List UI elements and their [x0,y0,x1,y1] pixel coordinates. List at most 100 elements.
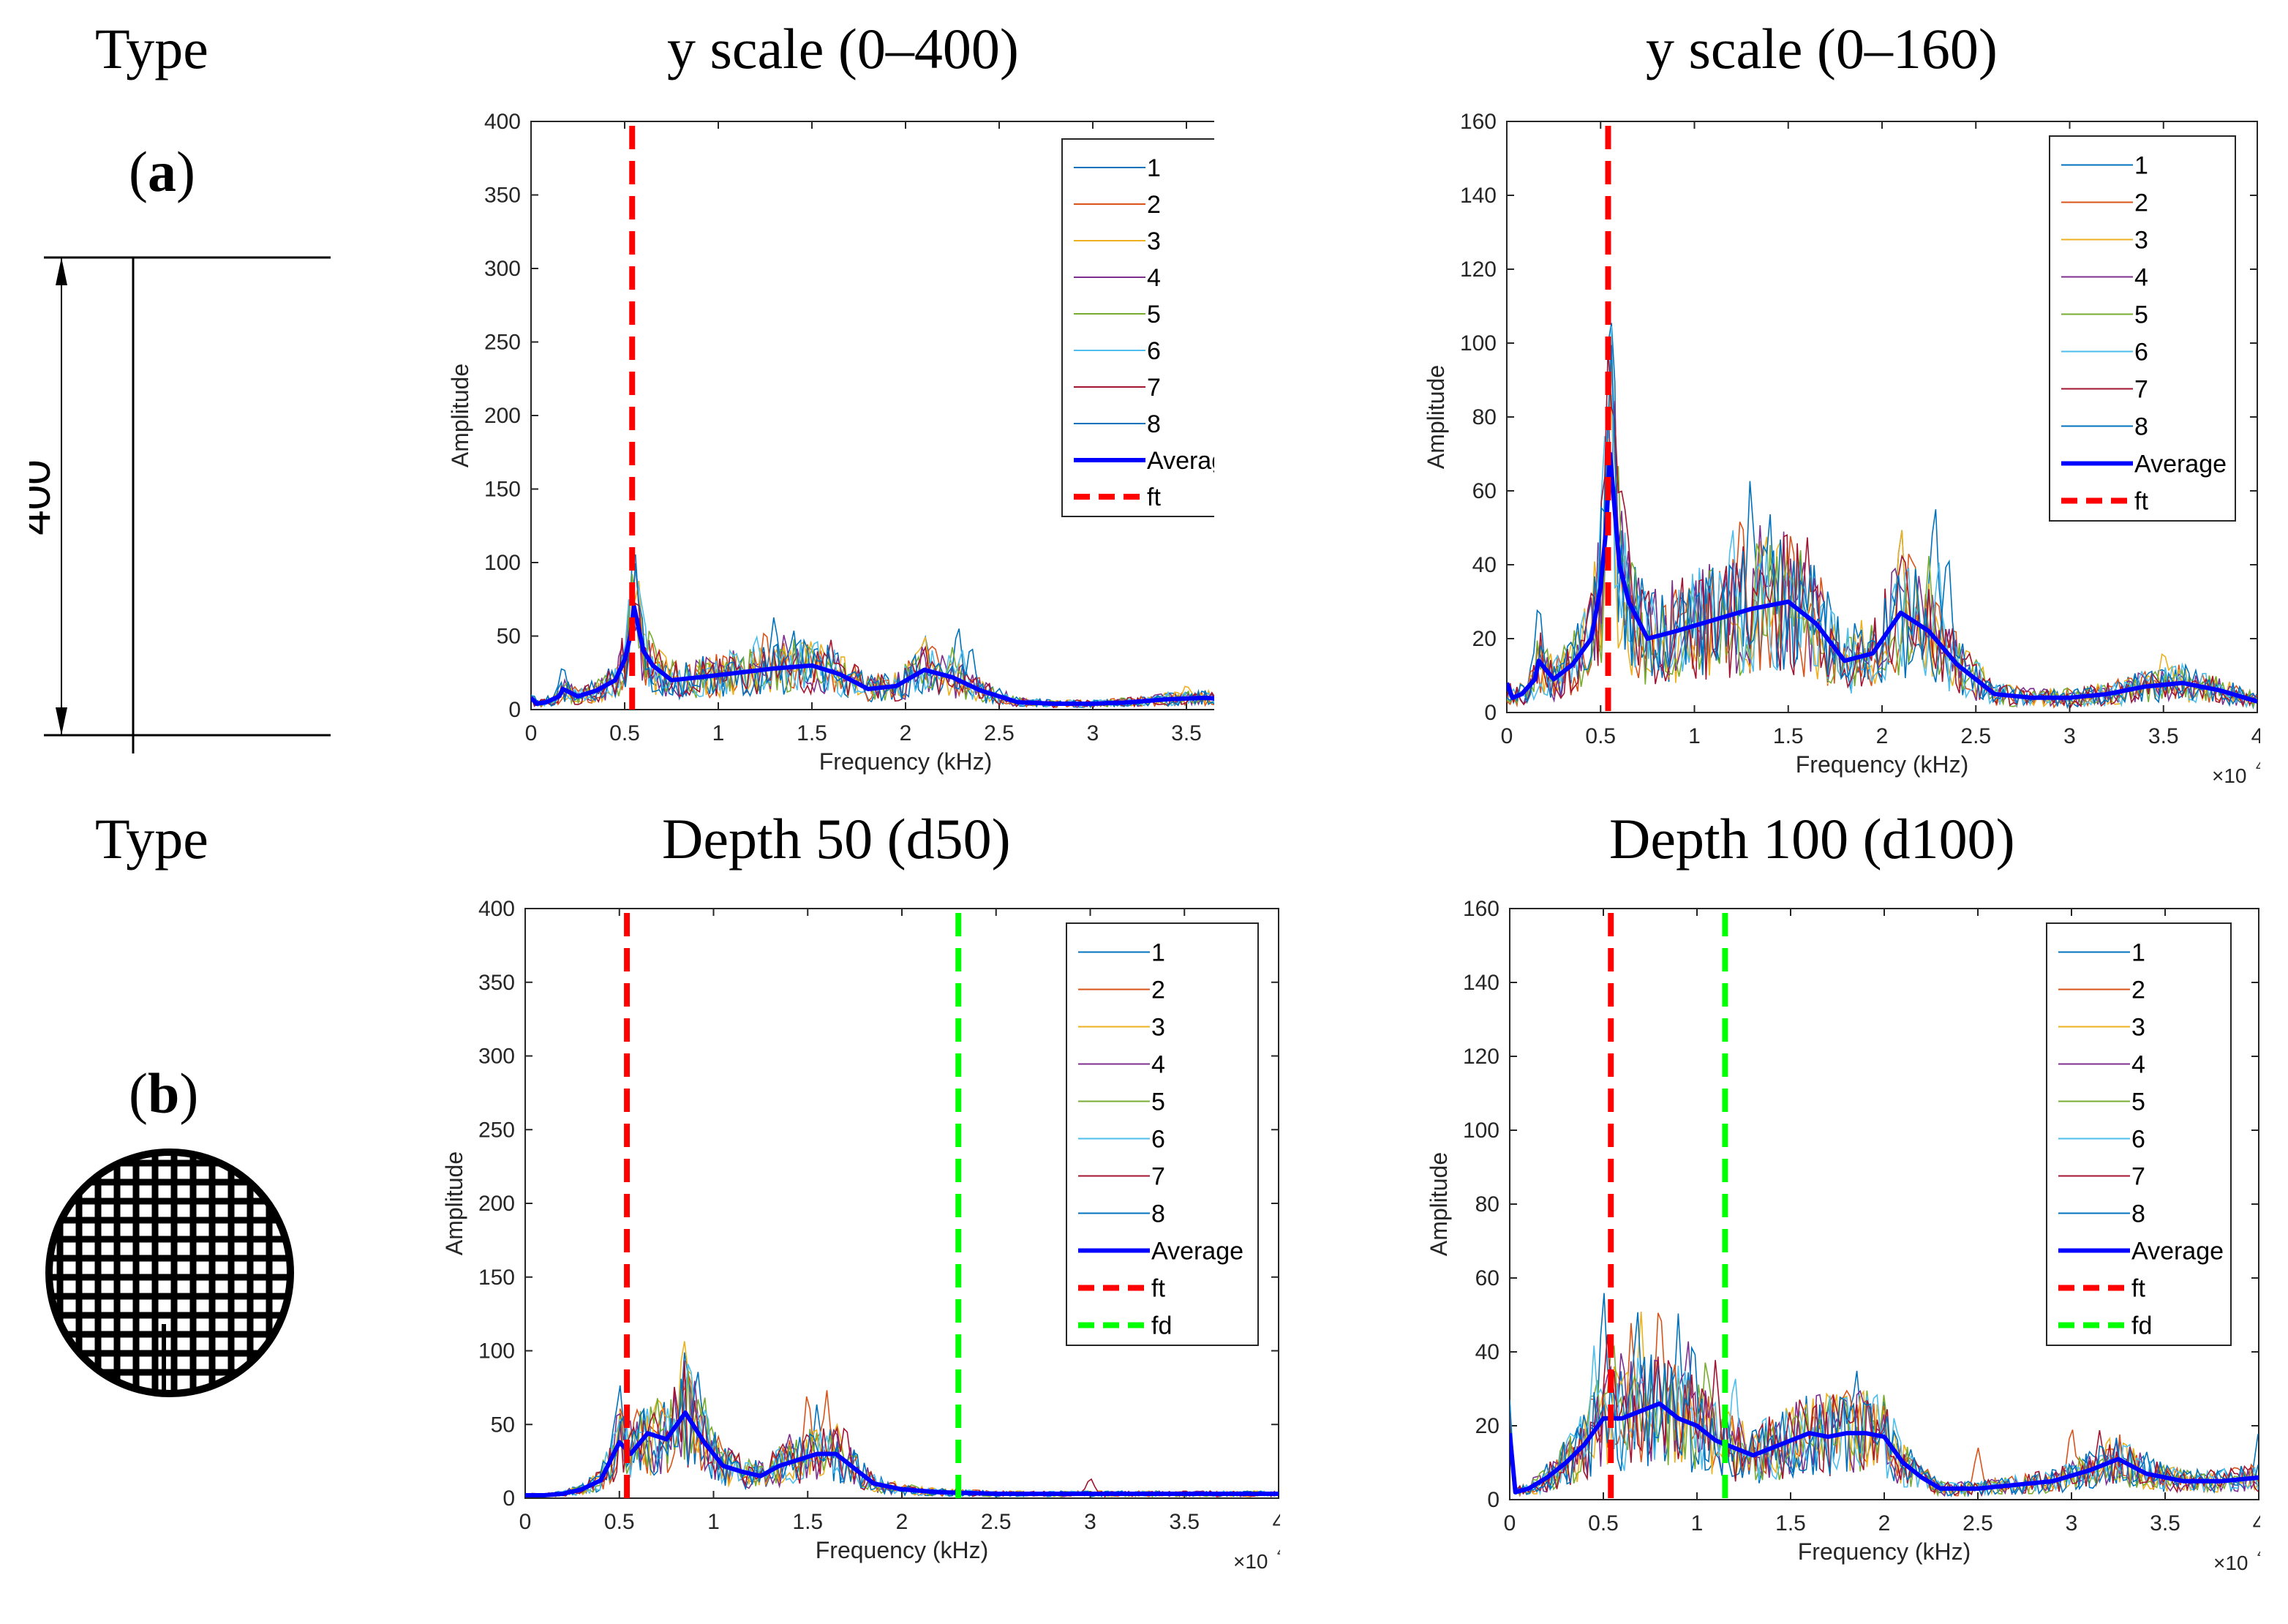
legend-label-fd: fd [1151,1312,1172,1340]
y-tick-label: 150 [484,478,521,502]
x-tick-label: 4 [1273,1510,1280,1534]
x-tick-label: 3 [1087,721,1099,745]
y-tick-label: 40 [1472,553,1497,577]
x-tick-label: 1.5 [797,721,827,745]
chart-a2-header: y scale (0–160) [1646,17,1998,80]
x-tick-label: 0 [519,1510,532,1534]
x-tick-label: 0.5 [609,721,640,745]
legend-label-1: 1 [1151,939,1165,967]
y-tick-label: 100 [1463,1119,1499,1143]
x-tick-label: 1 [712,721,725,745]
legend-label-3: 3 [2131,1014,2145,1042]
x-tick-label: 3 [2066,1511,2078,1535]
y-tick-label: 160 [1460,110,1497,134]
legend-label-5: 5 [1147,301,1161,328]
row-tag-b: (b) [129,1061,199,1125]
legend-label-ft: ft [1151,1275,1165,1303]
type-header-top: Type [95,17,208,80]
x-tick-label: 2.5 [984,721,1015,745]
x-tick-label: 3 [2063,724,2076,748]
chart-b1-header: Depth 50 (d50) [662,807,1011,871]
series-line-3 [1510,1311,2259,1496]
type-header-bottom: Type [95,807,208,871]
legend-label-4: 4 [2134,264,2148,292]
plot-series-group [525,1341,1279,1498]
y-tick-label: 200 [484,404,521,428]
legend-label-5: 5 [2131,1089,2145,1116]
legend-label-1: 1 [2131,939,2145,967]
y-tick-label: 150 [478,1266,515,1290]
y-tick-label: 100 [484,551,521,575]
legend-box [2046,922,2232,1346]
x-tick-label: 2 [1876,724,1889,748]
y-tick-label: 400 [484,110,521,134]
legend-label-2: 2 [1147,191,1161,219]
x-axis-label: Frequency (kHz) [816,1537,989,1563]
legend-label-6: 6 [1147,337,1161,365]
y-tick-label: 0 [1487,1488,1499,1512]
chart-a-scale-400: 0 50 100 150 200 250 300 350 400 0 0.5 1 1.5 2 2.5 3 3.5… [447,110,1214,775]
x-tick-label: 4 [2253,1511,2260,1535]
y-tick-label: 60 [1475,1266,1499,1290]
x-exponent-label: ×10 [2212,764,2247,787]
legend-label-2: 2 [2131,977,2145,1004]
y-tick-label: 60 [1472,479,1497,503]
mesh-schematic [45,1149,294,1397]
legend-label-3: 3 [1151,1014,1165,1042]
average-line [525,1410,1279,1497]
x-tick-label: 4 [2251,724,2260,748]
y-tick-label: 350 [484,184,521,208]
series-line-5 [1510,1345,2259,1498]
y-tick-label: 400 [478,897,515,921]
legend-label-2: 2 [2134,189,2148,217]
x-axis-label: Frequency (kHz) [819,748,993,775]
legend-label-5: 5 [2134,301,2148,329]
series-line-8 [1510,1312,2259,1497]
x-exponent-power: 4 [2256,759,2260,775]
x-tick-label: 3.5 [2150,1511,2180,1535]
x-tick-label: 3.5 [1171,721,1202,745]
chart-b2-header: Depth 100 (d100) [1609,807,2015,871]
y-tick-label: 50 [497,625,521,649]
legend-label-2: 2 [1151,977,1165,1004]
legend-label-4: 4 [1151,1051,1165,1079]
legend-label-ft: ft [1147,484,1161,511]
series-line-4 [531,600,1214,709]
series-line-8 [531,563,1214,708]
y-tick-label: 80 [1472,405,1497,429]
legend-label-3: 3 [2134,227,2148,255]
legend-label-average: Average [2131,1238,2224,1266]
average-line [1510,1401,2259,1495]
legend-label-ft: ft [2134,488,2148,516]
chart-b-depth-50: 0 50 100 150 200 250 300 350 400 0 0.5 1 1.5 2 2.5 3 3.5… [441,897,1280,1573]
y-tick-label: 250 [478,1118,515,1142]
y-tick-label: 0 [503,1486,515,1511]
y-axis-label: Amplitude [1426,1152,1452,1256]
y-tick-label: 50 [491,1413,515,1437]
legend-label-average: Average [1147,447,1214,475]
x-exponent-power: 4 [1277,1544,1280,1560]
y-tick-label: 160 [1463,897,1499,921]
legend-label-8: 8 [1151,1200,1165,1228]
plot-series-group [1507,323,2257,710]
slot-schematic: 400 [29,256,331,753]
legend-label-6: 6 [1151,1126,1165,1154]
plot-series-group [531,554,1214,709]
series-line-7 [531,602,1214,709]
legend-box [1066,922,1259,1346]
series-line-2 [1507,363,2257,709]
x-tick-label: 0.5 [604,1510,635,1534]
y-tick-label: 140 [1463,971,1499,995]
x-axis-label: Frequency (kHz) [1798,1538,1971,1565]
x-axis-label: Frequency (kHz) [1796,751,1969,778]
y-axis-label: Amplitude [441,1151,467,1255]
legend-label-8: 8 [2134,413,2148,441]
series-line-1 [1510,1293,2259,1498]
y-tick-label: 0 [508,698,521,722]
y-tick-label: 20 [1472,627,1497,651]
x-tick-label: 2.5 [1963,1511,1993,1535]
series-line-3 [1507,394,2257,709]
legend-box [2049,135,2236,522]
average-line [1507,451,2257,704]
x-exponent-label: ×10 [2213,1552,2249,1574]
